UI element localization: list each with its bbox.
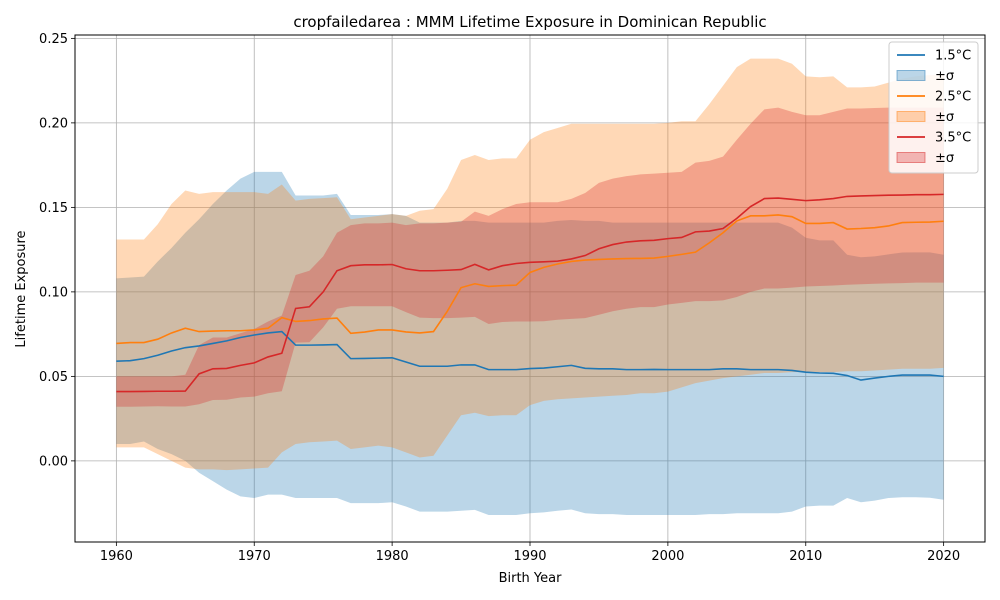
y-tick-label: 0.15 [39, 201, 68, 216]
y-axis-label: Lifetime Exposure [14, 230, 29, 347]
legend-label: 1.5°C [935, 49, 971, 64]
band-series-2 [116, 107, 944, 407]
legend-box [888, 41, 979, 174]
bands [116, 58, 944, 515]
plot-area [74, 34, 986, 543]
legend-band-swatch [896, 152, 926, 163]
x-tick-label: 1970 [238, 549, 271, 564]
legend: 1.5°C ±σ 2.5°C ±σ 3.5°C ±σ [888, 41, 979, 174]
line-series-2 [116, 193, 944, 393]
lines [116, 193, 944, 393]
x-tick-label: 2020 [927, 549, 960, 564]
x-tick-label: 2000 [651, 549, 684, 564]
y-axis: 0.00 0.05 0.10 0.15 0.20 0.25 [39, 32, 75, 469]
band-series-0 [116, 171, 944, 515]
legend-band-swatch [896, 111, 926, 122]
y-tick-label: 0.05 [39, 370, 68, 385]
band-series-1 [116, 58, 944, 471]
x-axis-label: Birth Year [499, 571, 563, 586]
legend-band-swatch [896, 70, 926, 81]
y-tick-label: 0.00 [39, 454, 68, 469]
legend-band-label: ±σ [935, 69, 954, 84]
x-tick-label: 1990 [513, 549, 546, 564]
line-series-0 [116, 330, 944, 381]
x-tick-label: 1980 [376, 549, 409, 564]
grid [75, 35, 985, 542]
legend-label: 2.5°C [935, 90, 971, 105]
y-tick-label: 0.20 [39, 116, 68, 131]
legend-band-label: ±σ [935, 151, 954, 166]
x-tick-label: 2010 [789, 549, 822, 564]
legend-label: 3.5°C [935, 131, 971, 146]
y-tick-label: 0.25 [39, 32, 68, 47]
legend-band-label: ±σ [935, 110, 954, 125]
y-tick-label: 0.10 [39, 285, 68, 300]
chart-title: cropfailedarea : MMM Lifetime Exposure i… [293, 13, 766, 31]
x-tick-label: 1960 [100, 549, 133, 564]
x-axis: 1960 1970 1980 1990 2000 2010 2020 [100, 542, 960, 564]
line-series-1 [116, 214, 944, 345]
